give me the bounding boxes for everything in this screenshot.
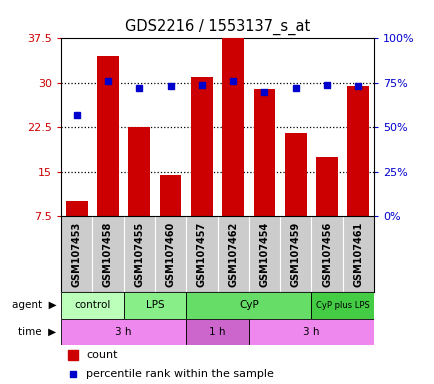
- Bar: [97, 56, 118, 216]
- Text: 3 h: 3 h: [302, 327, 319, 337]
- Text: GSM107453: GSM107453: [72, 221, 81, 286]
- Bar: [253, 89, 275, 216]
- Text: GSM107456: GSM107456: [322, 221, 331, 286]
- Text: percentile rank within the sample: percentile rank within the sample: [86, 369, 273, 379]
- Bar: [316, 157, 337, 216]
- Text: GSM107455: GSM107455: [134, 221, 144, 286]
- Text: GSM107457: GSM107457: [197, 221, 206, 286]
- Text: 1 h: 1 h: [209, 327, 225, 337]
- Bar: [347, 86, 368, 216]
- Text: LPS: LPS: [145, 300, 164, 310]
- Bar: [186, 292, 311, 319]
- Text: GSM107461: GSM107461: [353, 221, 362, 286]
- Bar: [66, 201, 87, 216]
- Bar: [128, 127, 150, 216]
- Text: 3 h: 3 h: [115, 327, 132, 337]
- Text: GSM107458: GSM107458: [103, 221, 112, 287]
- Bar: [186, 319, 248, 345]
- Text: count: count: [86, 350, 117, 360]
- Bar: [159, 174, 181, 216]
- Bar: [123, 292, 186, 319]
- Bar: [248, 319, 373, 345]
- Bar: [222, 38, 243, 216]
- Bar: [311, 292, 373, 319]
- Text: GSM107462: GSM107462: [228, 221, 237, 286]
- Bar: [284, 133, 306, 216]
- Text: time  ▶: time ▶: [18, 327, 56, 337]
- Bar: [61, 292, 123, 319]
- Text: GSM107454: GSM107454: [259, 221, 269, 286]
- Text: GDS2216 / 1553137_s_at: GDS2216 / 1553137_s_at: [125, 19, 309, 35]
- Text: GSM107460: GSM107460: [165, 221, 175, 286]
- Text: agent  ▶: agent ▶: [12, 300, 56, 310]
- Bar: [191, 77, 212, 216]
- Text: control: control: [74, 300, 110, 310]
- Bar: [61, 319, 186, 345]
- Text: GSM107459: GSM107459: [290, 221, 300, 286]
- Text: CyP: CyP: [238, 300, 258, 310]
- Text: CyP plus LPS: CyP plus LPS: [315, 301, 369, 310]
